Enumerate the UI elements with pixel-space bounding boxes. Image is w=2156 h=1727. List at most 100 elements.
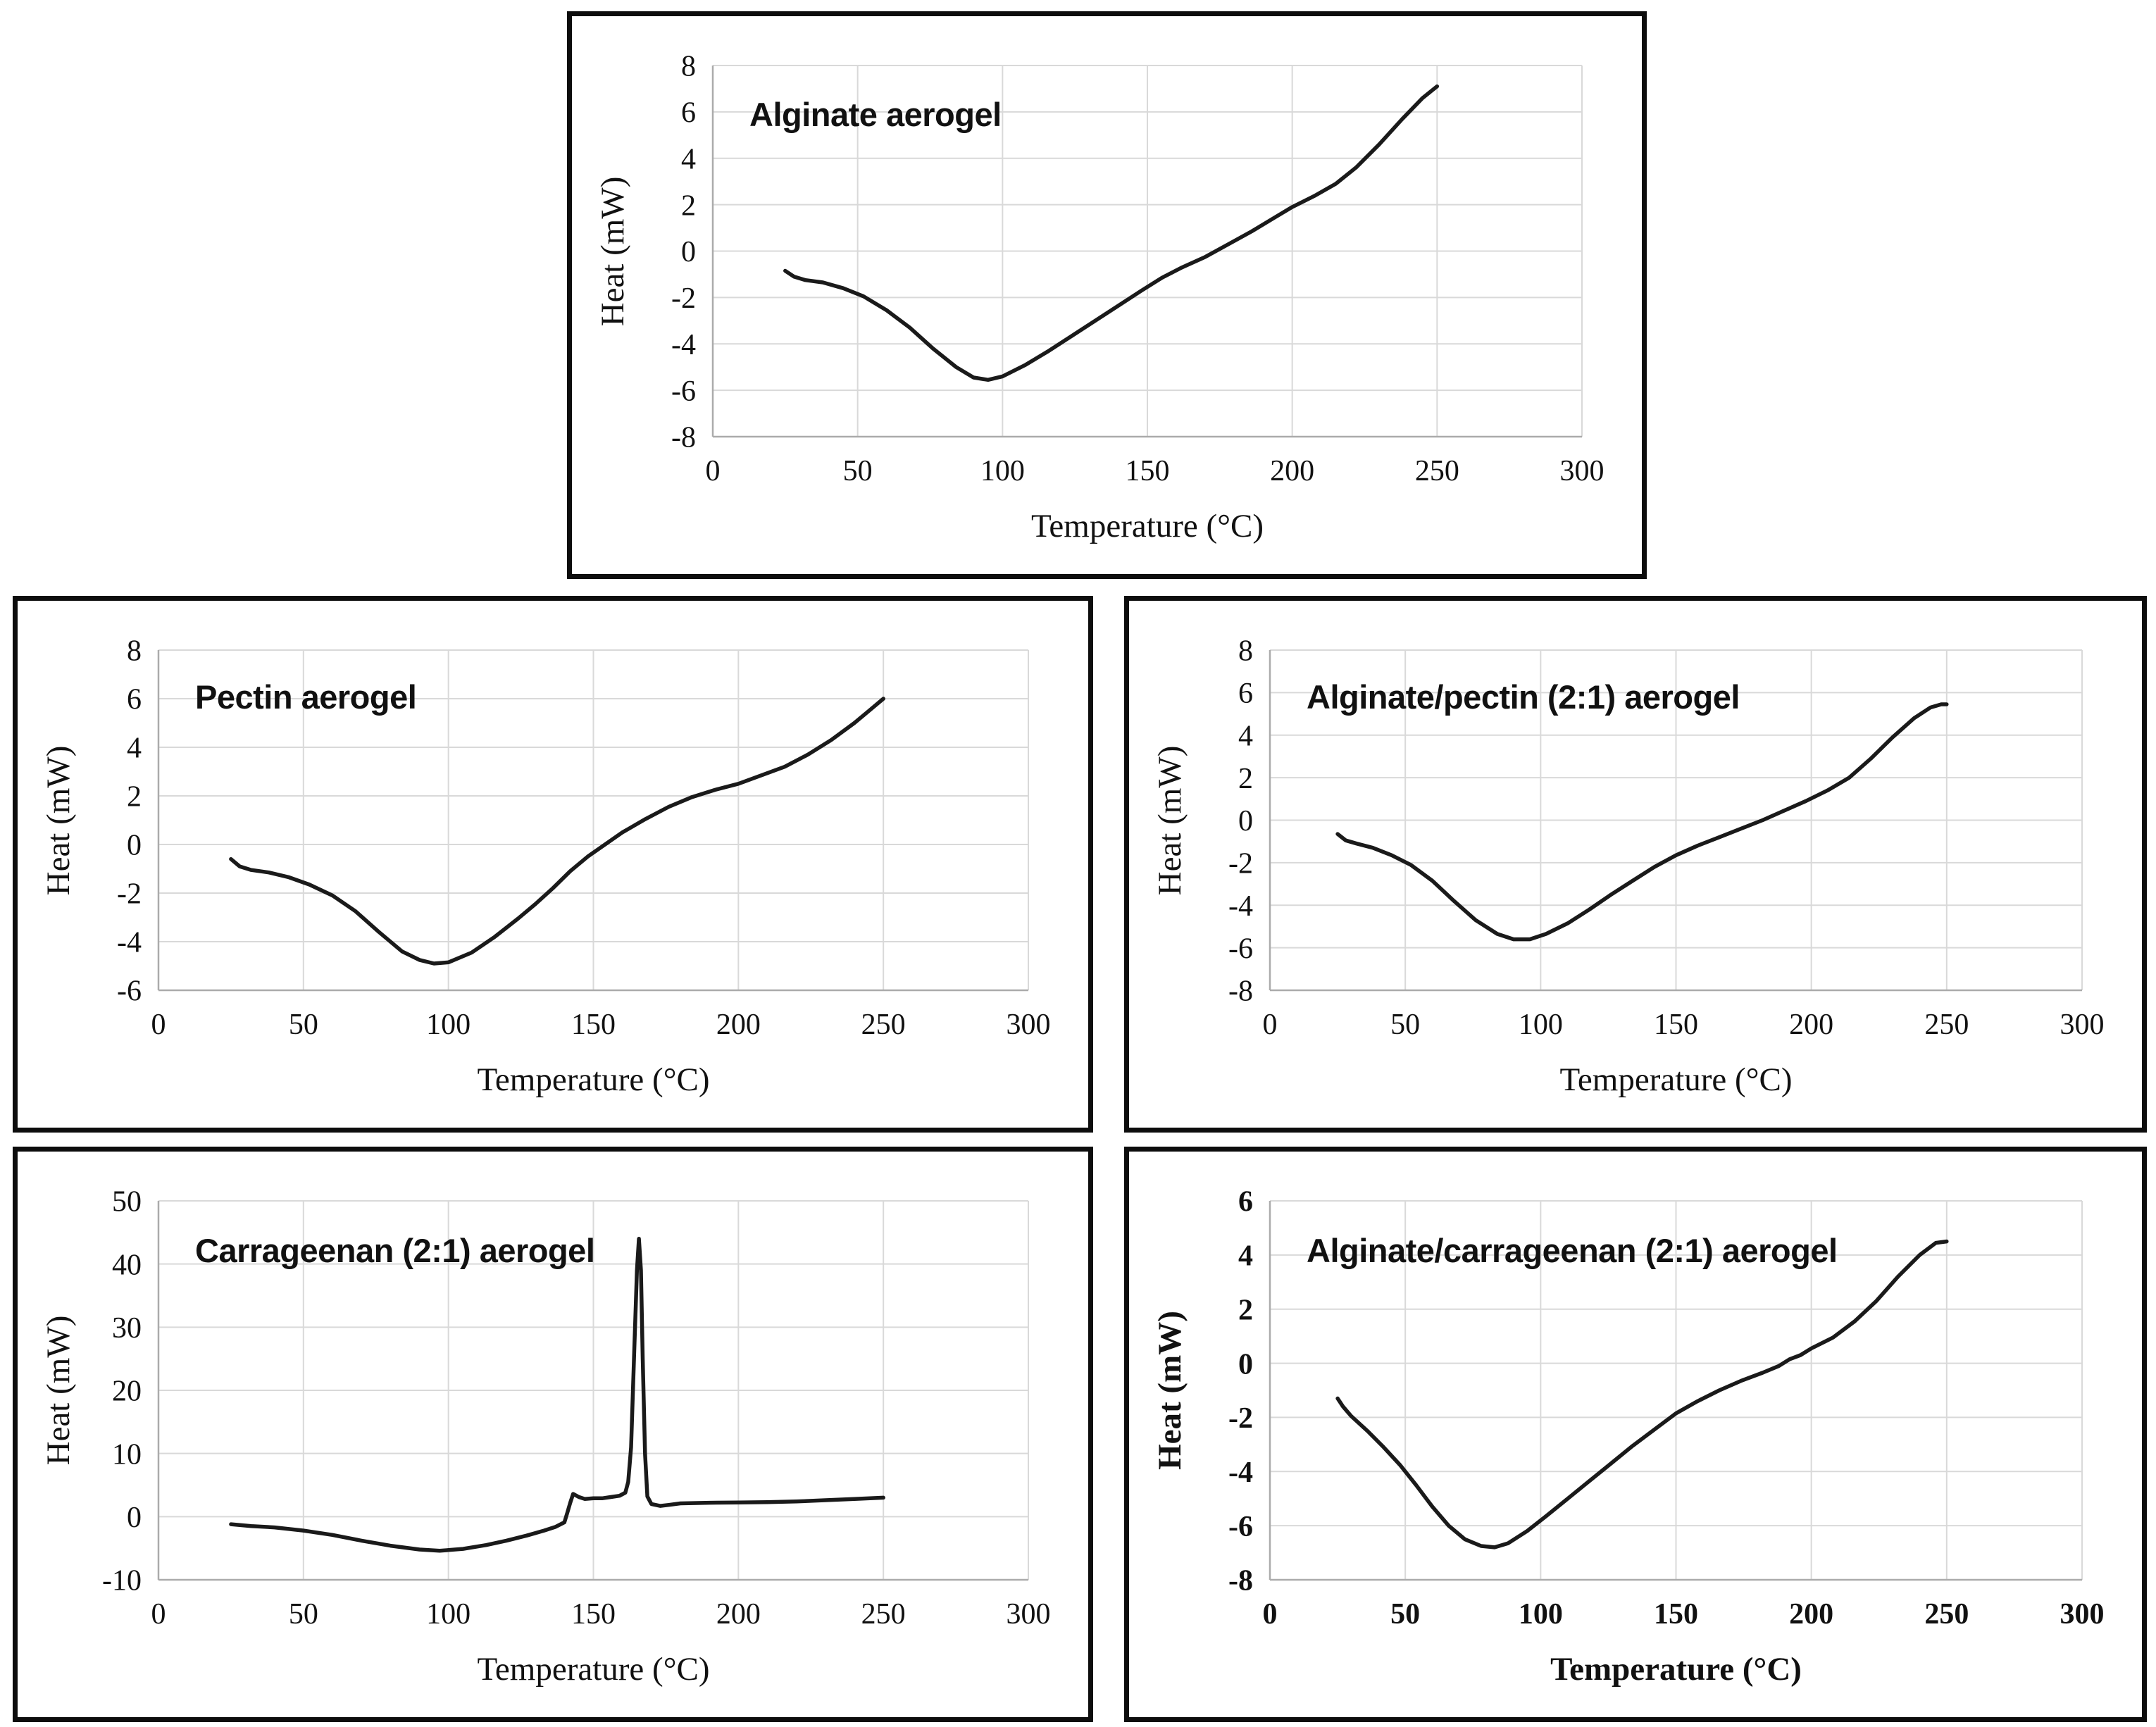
y-tick-label: -2	[1228, 1402, 1253, 1435]
x-tick-label: 150	[1654, 1009, 1698, 1041]
y-tick-label: 0	[681, 236, 696, 268]
x-tick-label: 300	[1560, 455, 1604, 487]
x-tick-label: 200	[1789, 1598, 1833, 1631]
x-tick-label: 50	[1390, 1009, 1420, 1041]
chart-canvas: 8 6 4 2 0 -2 -4 -6 -8 0 50 100 150 200 250 300	[1228, 635, 2105, 1041]
chart-panel-alginate-pectin-aerogel: 8 6 4 2 0 -2 -4 -6 -8 0 50 100 150 200 250 300 Alginate…	[1124, 596, 2147, 1133]
y-tick-label: 6	[1238, 678, 1253, 710]
dsc-curve	[1335, 702, 1949, 942]
y-tick-label: 2	[127, 781, 142, 813]
y-tick-label: -4	[1228, 890, 1253, 923]
x-tick-label: 100	[1519, 1009, 1563, 1041]
x-tick-label: 0	[151, 1598, 166, 1631]
dsc-curve	[783, 84, 1440, 382]
y-tick-label: -6	[1228, 933, 1253, 965]
x-axis-title: Temperature (°C)	[477, 1651, 710, 1688]
y-tick-label: -2	[671, 282, 696, 315]
dsc-curve	[229, 697, 885, 966]
y-tick-label: 6	[1238, 1186, 1253, 1218]
x-tick-label: 0	[1263, 1009, 1278, 1041]
y-axis-title: Heat (mW)	[40, 1315, 77, 1466]
y-tick-label: 6	[681, 97, 696, 130]
chart-title: Alginate/carrageenan (2:1) aerogel	[1307, 1232, 1838, 1270]
chart-panel-alginate-aerogel: 8 6 4 2 0 -2 -4 -6 -8 0 50 100 150 200 250 300 Alginate…	[567, 11, 1647, 579]
y-tick-label: -6	[1228, 1511, 1253, 1543]
chart-panel-pectin-aerogel: 8 6 4 2 0 -2 -4 -6 0 50 100 150 200 250 300 Pectin aer…	[13, 596, 1093, 1133]
x-tick-label: 200	[1270, 455, 1314, 487]
y-tick-label: 50	[112, 1186, 142, 1218]
chart-canvas: 8 6 4 2 0 -2 -4 -6 0 50 100 150 200 250 300	[117, 635, 1051, 1041]
y-tick-label: 0	[127, 1502, 142, 1534]
chart-title: Alginate/pectin (2:1) aerogel	[1307, 678, 1740, 716]
x-tick-label: 100	[426, 1009, 471, 1041]
x-tick-label: 150	[571, 1009, 616, 1041]
x-tick-label: 50	[1390, 1598, 1420, 1631]
y-axis-title: Heat (mW)	[1152, 745, 1188, 895]
chart-panel-alginate-carrageenan-aerogel: 6 4 2 0 -2 -4 -6 -8 0 50 100 150 200 250 300 Alginate/…	[1124, 1147, 2147, 1722]
x-tick-label: 50	[843, 455, 873, 487]
x-axis-title: Temperature (°C)	[1031, 508, 1264, 544]
y-tick-label: -4	[671, 329, 696, 361]
y-tick-label: 2	[1238, 1294, 1253, 1326]
y-tick-label: -8	[1228, 1565, 1253, 1597]
x-axis-title: Temperature (°C)	[1550, 1651, 1802, 1688]
y-tick-label: -6	[671, 375, 696, 408]
x-tick-label: 200	[1789, 1009, 1833, 1041]
y-tick-label: 6	[127, 684, 142, 716]
x-tick-label: 100	[980, 455, 1025, 487]
y-tick-label: 8	[1238, 635, 1253, 668]
y-tick-label: 0	[1238, 1348, 1253, 1380]
y-tick-label: 4	[1238, 1240, 1253, 1273]
y-tick-label: 4	[127, 732, 142, 765]
y-tick-label: -8	[671, 422, 696, 454]
y-tick-label: 40	[112, 1249, 142, 1281]
y-axis-title: Heat (mW)	[40, 745, 77, 895]
y-tick-label: 0	[127, 830, 142, 862]
y-tick-label: 20	[112, 1376, 142, 1408]
y-tick-label: -6	[117, 975, 142, 1008]
x-tick-label: 300	[1007, 1598, 1051, 1631]
y-tick-label: 2	[1238, 763, 1253, 795]
y-tick-label: 2	[681, 189, 696, 222]
x-tick-label: 0	[706, 455, 721, 487]
y-tick-label: 8	[681, 51, 696, 83]
chart-canvas: 6 4 2 0 -2 -4 -6 -8 0 50 100 150 200 250 300	[1228, 1186, 2105, 1631]
x-tick-label: 250	[1924, 1009, 1969, 1041]
y-tick-label: -4	[1228, 1457, 1253, 1489]
x-tick-label: 300	[2060, 1009, 2105, 1041]
x-tick-label: 50	[289, 1598, 318, 1631]
chart-title: Pectin aerogel	[195, 678, 417, 716]
y-tick-label: 30	[112, 1312, 142, 1345]
y-axis-title: Heat (mW)	[1152, 1311, 1188, 1470]
chart-title: Carrageenan (2:1) aerogel	[195, 1232, 595, 1270]
x-axis-title: Temperature (°C)	[1559, 1061, 1793, 1098]
x-tick-label: 0	[1263, 1598, 1278, 1631]
y-axis-title: Heat (mW)	[594, 176, 631, 326]
x-tick-label: 50	[289, 1009, 318, 1041]
dsc-curve	[229, 1237, 885, 1553]
x-tick-label: 200	[716, 1009, 761, 1041]
x-tick-label: 300	[1007, 1009, 1051, 1041]
x-tick-label: 100	[426, 1598, 471, 1631]
x-tick-label: 200	[716, 1598, 761, 1631]
y-tick-label: -8	[1228, 975, 1253, 1008]
chart-canvas: 8 6 4 2 0 -2 -4 -6 -8 0 50 100 150 200 250 300	[671, 51, 1604, 487]
chart-panel-carrageenan-aerogel: 50 40 30 20 10 0 -10 0 50 100 150 200 250 300 Carrage…	[13, 1147, 1093, 1722]
y-tick-label: 4	[1238, 720, 1253, 752]
x-tick-label: 150	[1654, 1598, 1698, 1631]
x-tick-label: 150	[571, 1598, 616, 1631]
x-tick-label: 300	[2060, 1598, 2105, 1631]
y-tick-label: -4	[117, 927, 142, 959]
x-tick-label: 250	[1924, 1598, 1969, 1631]
chart-title: Alginate aerogel	[749, 96, 1002, 134]
x-tick-label: 100	[1519, 1598, 1563, 1631]
y-tick-label: 10	[112, 1438, 142, 1471]
y-tick-label: -2	[117, 878, 142, 911]
x-tick-label: 250	[861, 1598, 906, 1631]
x-tick-label: 0	[151, 1009, 166, 1041]
x-tick-label: 150	[1126, 455, 1170, 487]
dsc-curve	[1335, 1239, 1949, 1550]
y-tick-label: 0	[1238, 805, 1253, 837]
